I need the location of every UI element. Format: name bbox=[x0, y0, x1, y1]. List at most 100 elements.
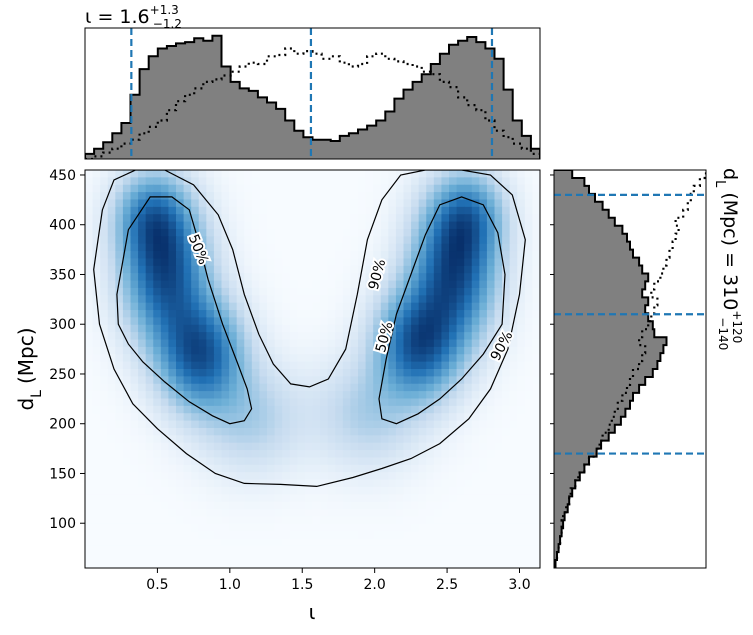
heatmap-cell bbox=[342, 280, 352, 289]
heatmap-cell bbox=[183, 354, 192, 363]
heatmap-cell bbox=[183, 427, 192, 436]
heatmap-cell bbox=[259, 457, 268, 466]
heatmap-cell bbox=[524, 464, 534, 473]
heatmap-cell bbox=[388, 479, 397, 488]
heatmap-cell bbox=[259, 295, 268, 304]
heatmap-cell bbox=[92, 494, 101, 503]
heatmap-cell bbox=[312, 243, 321, 252]
heatmap-cell bbox=[327, 450, 336, 459]
heatmap-cell bbox=[365, 258, 374, 267]
heatmap-cell bbox=[320, 405, 329, 414]
heatmap-cell bbox=[92, 310, 101, 319]
heatmap-cell bbox=[176, 494, 185, 503]
heatmap-cell bbox=[107, 273, 116, 282]
heatmap-cell bbox=[122, 354, 132, 363]
heatmap-cell bbox=[456, 479, 465, 488]
heatmap-cell bbox=[282, 184, 291, 193]
heatmap-cell bbox=[320, 258, 329, 267]
heatmap-cell bbox=[191, 501, 200, 510]
heatmap-cell bbox=[395, 265, 405, 274]
heatmap-cell bbox=[358, 405, 367, 414]
heatmap-cell bbox=[267, 501, 276, 510]
y-tick-label: 350 bbox=[49, 267, 76, 283]
heatmap-cell bbox=[532, 199, 540, 208]
heatmap-cell bbox=[517, 464, 526, 473]
heatmap-cell bbox=[456, 501, 465, 510]
heatmap-cell bbox=[479, 553, 488, 562]
heatmap-cell bbox=[395, 464, 405, 473]
heatmap-cell bbox=[479, 516, 488, 525]
heatmap-cell bbox=[115, 236, 124, 245]
heatmap-cell bbox=[251, 383, 261, 392]
heatmap-cell bbox=[403, 354, 412, 363]
heatmap-cell bbox=[138, 184, 147, 193]
heatmap-cell bbox=[130, 273, 139, 282]
heatmap-cell bbox=[486, 560, 496, 568]
heatmap-cell bbox=[449, 206, 458, 215]
heatmap-cell bbox=[100, 324, 109, 333]
heatmap-cell bbox=[229, 221, 238, 230]
heatmap-cell bbox=[251, 523, 261, 532]
heatmap-cell bbox=[418, 192, 427, 201]
heatmap-cell bbox=[373, 427, 382, 436]
heatmap-cell bbox=[365, 339, 374, 348]
heatmap-cell bbox=[524, 472, 534, 481]
heatmap-cell bbox=[274, 494, 283, 503]
heatmap-cell bbox=[236, 251, 245, 260]
heatmap-cell bbox=[145, 383, 154, 392]
heatmap-cell bbox=[456, 509, 465, 518]
heatmap-cell bbox=[502, 464, 511, 473]
heatmap-cell bbox=[388, 464, 397, 473]
heatmap-cell bbox=[426, 427, 435, 436]
heatmap-cell bbox=[183, 280, 192, 289]
heatmap-cell bbox=[183, 538, 192, 547]
heatmap-cell bbox=[365, 435, 374, 444]
iota-histogram-fill bbox=[85, 35, 540, 159]
heatmap-cell bbox=[130, 258, 139, 267]
heatmap-cell bbox=[494, 332, 503, 341]
heatmap-cell bbox=[411, 192, 420, 201]
heatmap-cell bbox=[494, 339, 503, 348]
heatmap-cell bbox=[213, 287, 223, 296]
heatmap-cell bbox=[145, 457, 154, 466]
heatmap-cell bbox=[464, 221, 473, 230]
heatmap-cell bbox=[183, 391, 192, 400]
heatmap-cell bbox=[502, 501, 511, 510]
heatmap-cell bbox=[206, 420, 215, 429]
heatmap-cell bbox=[229, 206, 238, 215]
heatmap-cell bbox=[403, 413, 412, 422]
main-x-ticks: 0.5 1.0 1.5 2.0 2.5 3.0 bbox=[146, 568, 531, 593]
heatmap-cell bbox=[433, 324, 443, 333]
heatmap-cell bbox=[274, 442, 283, 451]
heatmap-cell bbox=[229, 427, 238, 436]
heatmap-cell bbox=[168, 346, 177, 355]
heatmap-cell bbox=[365, 236, 374, 245]
heatmap-cell bbox=[160, 354, 170, 363]
heatmap-cell bbox=[312, 420, 321, 429]
heatmap-cell bbox=[198, 206, 207, 215]
heatmap-cell bbox=[153, 531, 162, 540]
heatmap-cell bbox=[85, 354, 94, 363]
heatmap-cell bbox=[350, 228, 359, 237]
heatmap-cell bbox=[373, 494, 382, 503]
heatmap-cell bbox=[100, 310, 109, 319]
heatmap-cell bbox=[365, 494, 374, 503]
heatmap-cell bbox=[358, 398, 367, 407]
heatmap-cell bbox=[388, 199, 397, 208]
heatmap-cell bbox=[198, 236, 207, 245]
heatmap-cell bbox=[350, 545, 359, 554]
heatmap-cell bbox=[411, 427, 420, 436]
heatmap-cell bbox=[380, 324, 389, 333]
heatmap-cell bbox=[244, 516, 253, 525]
heatmap-cell bbox=[191, 472, 200, 481]
heatmap-cell bbox=[388, 302, 397, 311]
heatmap-cell bbox=[115, 221, 124, 230]
heatmap-cell bbox=[350, 457, 359, 466]
heatmap-cell bbox=[373, 383, 382, 392]
heatmap-cell bbox=[502, 177, 511, 186]
heatmap-cell bbox=[259, 310, 268, 319]
heatmap-cell bbox=[115, 391, 124, 400]
heatmap-cell bbox=[441, 523, 450, 532]
heatmap-cell bbox=[479, 369, 488, 377]
heatmap-cell bbox=[411, 369, 420, 377]
